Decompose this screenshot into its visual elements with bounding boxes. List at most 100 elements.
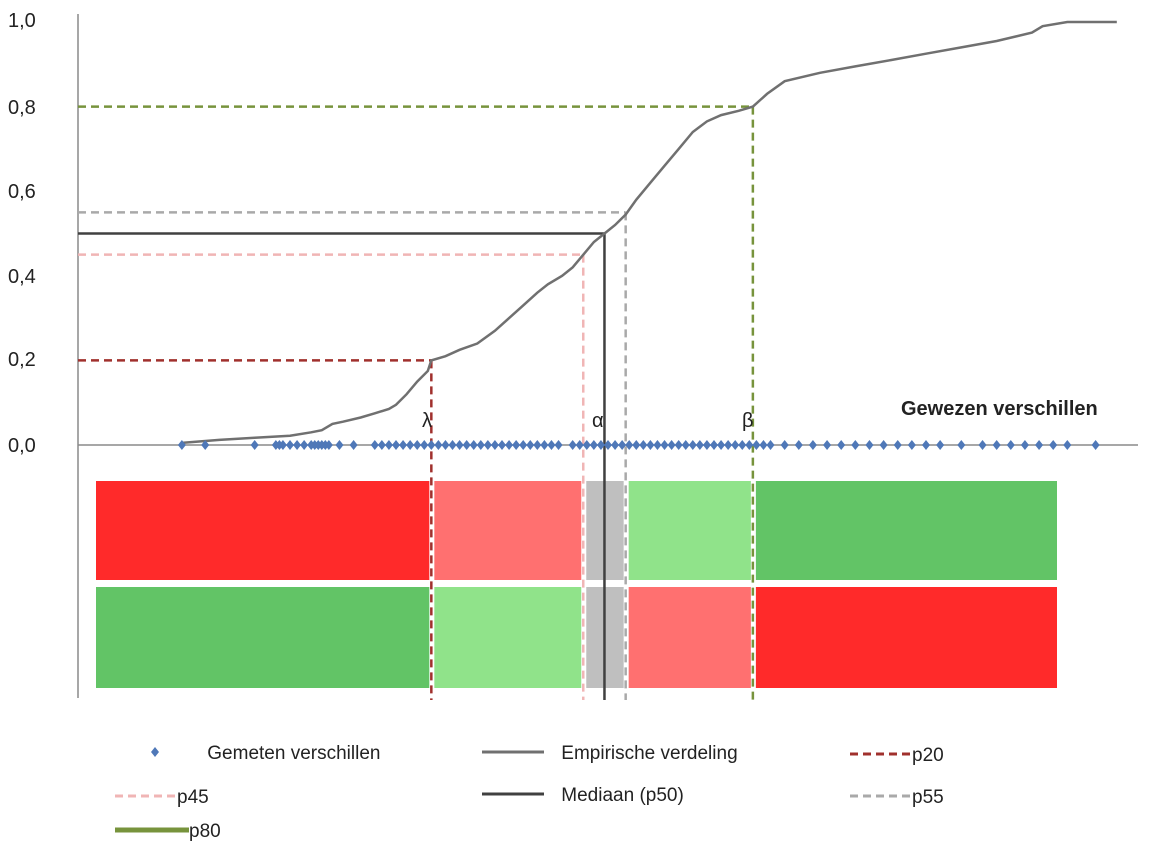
top-band-0 [96, 481, 430, 580]
measured-point-61 [688, 440, 697, 450]
measured-point-71 [759, 440, 768, 450]
measured-point-51 [618, 440, 627, 450]
measured-point-92 [1063, 440, 1072, 450]
measured-point-8 [300, 440, 309, 450]
legend-label-p80: p80 [189, 821, 221, 843]
top-band-1 [434, 481, 582, 580]
measured-point-85 [957, 440, 966, 450]
y-tick-label-0-6: 0,6 [8, 181, 36, 203]
dashed-line-icon [850, 745, 912, 767]
measured-point-37 [512, 440, 521, 450]
measured-point-41 [540, 440, 549, 450]
measured-point-81 [893, 440, 902, 450]
measured-point-58 [667, 440, 676, 450]
measured-point-84 [936, 440, 945, 450]
bottom-band-1 [434, 587, 582, 688]
measured-point-7 [293, 440, 302, 450]
measured-point-17 [370, 440, 379, 450]
x-axis-title: Gewezen verschillen [901, 398, 1098, 420]
measured-point-23 [413, 440, 422, 450]
measured-point-24 [420, 440, 429, 450]
legend-item-p55: p55 [850, 787, 944, 809]
measured-point-91 [1049, 440, 1058, 450]
measured-point-57 [660, 440, 669, 450]
measured-point-38 [519, 440, 528, 450]
measured-point-89 [1020, 440, 1029, 450]
measured-point-36 [505, 440, 514, 450]
measured-point-60 [681, 440, 690, 450]
measured-point-21 [399, 440, 408, 450]
measured-point-74 [794, 440, 803, 450]
y-tick-label-1-0: 1,0 [8, 10, 36, 32]
measured-point-90 [1035, 440, 1044, 450]
top-band-4 [755, 481, 1057, 580]
measured-point-0 [177, 440, 186, 450]
y-tick-label-0-0: 0,0 [8, 435, 36, 457]
measured-point-48 [596, 440, 605, 450]
measured-point-25 [427, 440, 436, 450]
measured-point-78 [851, 440, 860, 450]
measured-point-31 [469, 440, 478, 450]
measured-point-43 [554, 440, 563, 450]
measured-point-62 [695, 440, 704, 450]
measured-point-1 [201, 440, 210, 450]
measured-point-46 [582, 440, 591, 450]
measured-point-22 [406, 440, 415, 450]
measured-point-49 [604, 440, 612, 450]
measured-point-32 [476, 440, 485, 450]
solid-line-icon [482, 785, 544, 807]
measured-point-66 [724, 440, 733, 450]
measured-point-67 [731, 440, 740, 450]
measured-point-33 [483, 440, 492, 450]
measured-point-64 [710, 440, 718, 450]
legend-label-measured: Gemeten verschillen [207, 743, 381, 765]
measured-point-56 [653, 440, 662, 450]
measured-point-88 [1006, 440, 1015, 450]
legend-item-p45: p45 [115, 787, 209, 809]
measured-point-72 [766, 440, 775, 450]
y-tick-label-0-4: 0,4 [8, 266, 36, 288]
measured-point-69 [745, 440, 754, 450]
measured-point-20 [392, 440, 400, 450]
top-band-3 [628, 481, 751, 580]
measured-point-27 [441, 440, 450, 450]
legend-item-empirical: Empirische verdeling [482, 743, 738, 765]
measured-point-68 [738, 440, 747, 450]
legend-label-p20: p20 [912, 745, 944, 767]
measured-point-79 [865, 440, 874, 450]
legend-label-p45: p45 [177, 787, 209, 809]
measured-point-34 [490, 440, 499, 450]
legend-label-p55: p55 [912, 787, 944, 809]
legend-item-measured: Gemeten verschillen [148, 743, 380, 765]
measured-point-70 [752, 440, 761, 450]
measured-point-53 [632, 440, 641, 450]
solid-line-icon [482, 743, 544, 765]
measured-point-63 [702, 440, 711, 450]
measured-point-35 [498, 440, 506, 450]
measured-point-14 [324, 440, 333, 450]
legend-item-p80: p80 [115, 821, 221, 843]
legend-label-median: Mediaan (p50) [561, 785, 684, 807]
measured-point-40 [533, 440, 542, 450]
legend-item-median: Mediaan (p50) [482, 785, 684, 807]
measured-point-44 [568, 440, 577, 450]
measured-point-83 [922, 440, 930, 450]
measured-point-15 [335, 440, 344, 450]
measured-point-28 [448, 440, 457, 450]
measured-point-93 [1091, 440, 1100, 450]
legend-item-p20: p20 [850, 745, 944, 767]
bottom-band-4 [755, 587, 1057, 688]
measured-point-76 [823, 440, 832, 450]
measured-point-45 [575, 440, 584, 450]
measured-point-75 [808, 440, 817, 450]
measured-point-65 [717, 440, 726, 450]
bottom-band-3 [628, 587, 751, 688]
measured-point-73 [780, 440, 789, 450]
measured-point-86 [978, 440, 987, 450]
lambda-label: λ [422, 410, 432, 432]
measured-point-5 [278, 440, 287, 450]
y-tick-label-0-8: 0,8 [8, 97, 36, 119]
legend-label-empirical: Empirische verdeling [561, 743, 738, 765]
measured-point-87 [992, 440, 1001, 450]
